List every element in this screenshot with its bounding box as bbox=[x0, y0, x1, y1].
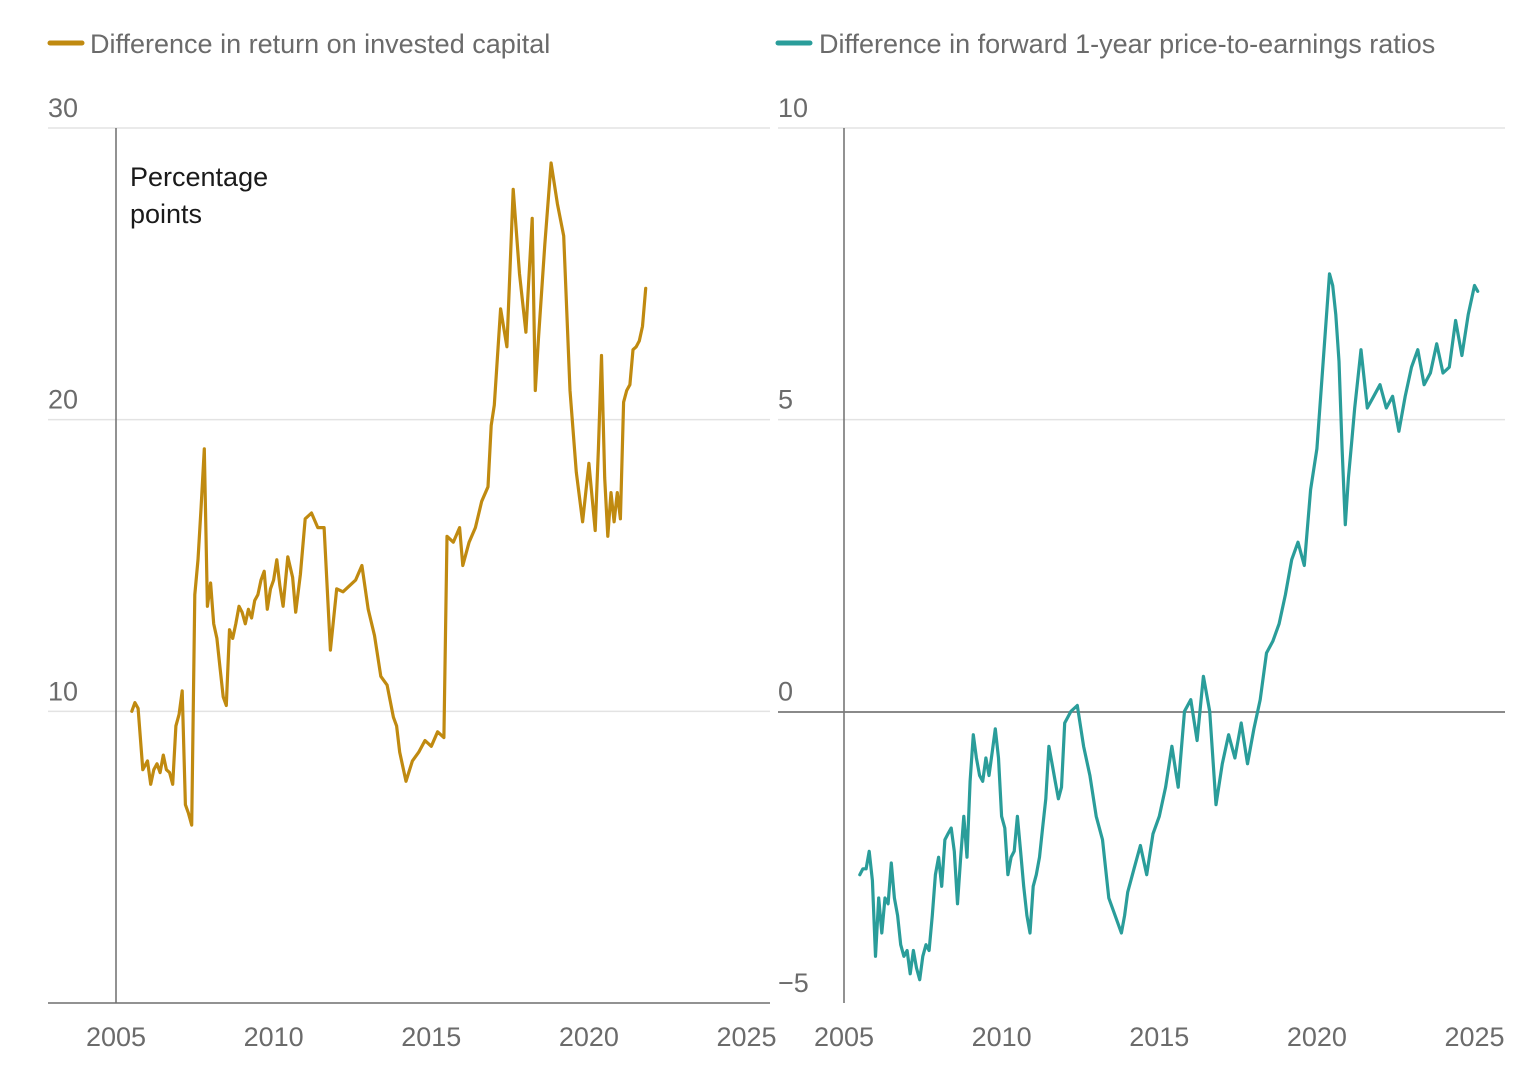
roic-x-tick-label: 2005 bbox=[86, 1022, 146, 1052]
pe-y-tick-label: −5 bbox=[778, 968, 809, 998]
pe-y-tick-label: 5 bbox=[778, 385, 793, 415]
pe-y-tick-label: 0 bbox=[778, 676, 793, 706]
pe-x-tick-label: 2015 bbox=[1129, 1022, 1189, 1052]
roic-y-tick-label: 30 bbox=[48, 93, 78, 123]
roic-annotation-line1: Percentage bbox=[130, 162, 268, 192]
pe-series-line bbox=[858, 272, 1480, 982]
legend-roic-label: Difference in return on invested capital bbox=[90, 29, 550, 59]
roic-y-tick-label: 10 bbox=[48, 676, 78, 706]
pe-panel: −5 0 5 10 2005 2010 2015 2020 2025 bbox=[778, 93, 1505, 1052]
roic-annotation-line2: points bbox=[130, 199, 202, 229]
pe-x-tick-label: 2010 bbox=[972, 1022, 1032, 1052]
pe-x-tick-label: 2005 bbox=[814, 1022, 874, 1052]
pe-y-tick-labels: −5 0 5 10 bbox=[778, 93, 809, 998]
roic-x-tick-label: 2025 bbox=[717, 1022, 777, 1052]
roic-panel: 10 20 30 2005 2010 2015 2020 2025 Percentage p… bbox=[48, 93, 777, 1052]
roic-series bbox=[130, 161, 648, 827]
pe-x-tick-label: 2025 bbox=[1445, 1022, 1505, 1052]
legend-pe: Difference in forward 1-year price-to-ea… bbox=[775, 29, 1435, 59]
roic-x-tick-label: 2010 bbox=[244, 1022, 304, 1052]
pe-x-tick-label: 2020 bbox=[1287, 1022, 1347, 1052]
roic-x-tick-label: 2020 bbox=[559, 1022, 619, 1052]
roic-x-tick-label: 2015 bbox=[401, 1022, 461, 1052]
pe-x-tick-labels: 2005 2010 2015 2020 2025 bbox=[814, 1022, 1505, 1052]
roic-series-line bbox=[130, 161, 648, 827]
roic-y-tick-label: 20 bbox=[48, 385, 78, 415]
roic-y-tick-labels: 10 20 30 bbox=[48, 93, 78, 706]
pe-gridlines bbox=[778, 127, 1505, 421]
roic-x-tick-labels: 2005 2010 2015 2020 2025 bbox=[86, 1022, 777, 1052]
roic-annotation: Percentage points bbox=[130, 162, 276, 229]
pe-series bbox=[858, 272, 1480, 982]
pe-y-tick-label: 10 bbox=[778, 93, 808, 123]
roic-gridlines bbox=[48, 127, 770, 713]
legend-pe-label: Difference in forward 1-year price-to-ea… bbox=[819, 29, 1435, 59]
legend-roic: Difference in return on invested capital bbox=[47, 29, 550, 59]
